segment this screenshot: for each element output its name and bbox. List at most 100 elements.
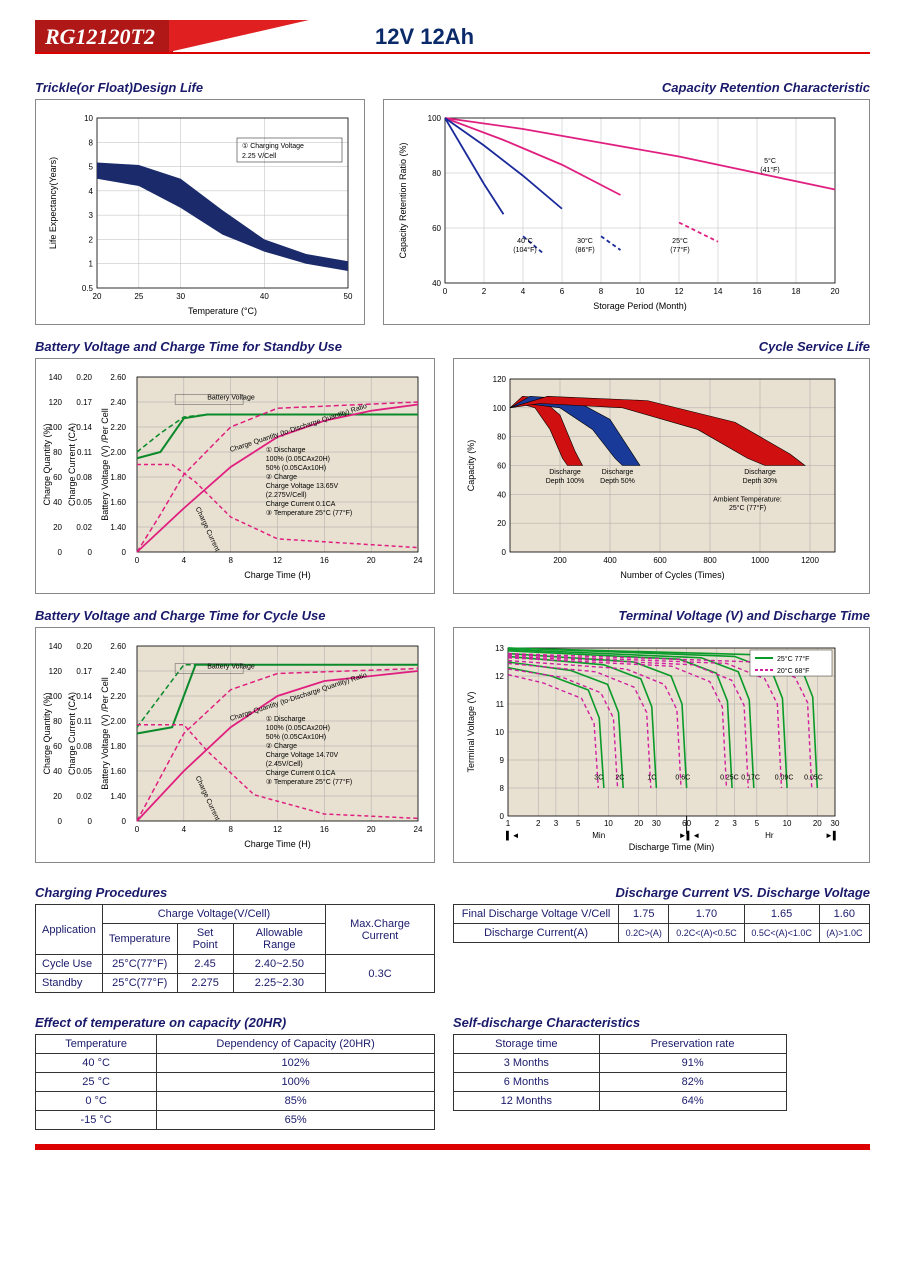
svg-text:0.02: 0.02 [76,792,92,801]
svg-text:Ambient Temperature:: Ambient Temperature: [713,497,782,504]
svg-text:Discharge: Discharge [549,469,581,476]
svg-text:1: 1 [89,260,94,269]
svg-text:0.17C: 0.17C [741,775,760,782]
svg-text:0.6C: 0.6C [675,775,690,782]
svg-text:0.20: 0.20 [76,642,92,651]
svg-text:12: 12 [675,287,684,296]
svg-text:0.17: 0.17 [76,667,92,676]
svg-text:2.60: 2.60 [110,373,126,382]
svg-text:100: 100 [493,404,507,413]
svg-text:Battery Voltage (V) /Per Cell: Battery Voltage (V) /Per Cell [100,408,110,521]
svg-text:① Discharge: ① Discharge [266,446,306,454]
svg-text:50: 50 [344,292,353,301]
svg-text:20: 20 [831,287,840,296]
svg-text:0.08: 0.08 [76,473,92,482]
svg-text:►▌: ►▌ [825,830,839,841]
svg-text:0: 0 [88,817,93,826]
svg-text:4: 4 [89,187,94,196]
svg-text:Min: Min [592,831,605,840]
table-charging: ApplicationCharge Voltage(V/Cell)Max.Cha… [35,904,435,993]
chart-terminal: 08910111213123510203060235102030MinHr3C2… [453,627,870,863]
svg-text:(77°F): (77°F) [670,246,690,254]
svg-text:40°C: 40°C [517,237,533,245]
svg-text:Hr: Hr [765,831,774,840]
svg-text:(86°F): (86°F) [575,246,595,254]
svg-text:Terminal Voltage (V): Terminal Voltage (V) [466,691,476,772]
svg-text:9: 9 [500,756,505,765]
svg-text:5: 5 [755,819,760,828]
svg-text:12: 12 [273,556,282,565]
svg-text:4: 4 [182,556,187,565]
svg-text:0.20: 0.20 [76,373,92,382]
svg-text:30: 30 [652,819,661,828]
svg-text:0.05: 0.05 [76,767,92,776]
footer-rule [35,1144,870,1150]
svg-text:30°C: 30°C [577,237,593,245]
svg-text:80: 80 [497,433,506,442]
svg-text:2.00: 2.00 [110,717,126,726]
svg-text:0.02: 0.02 [76,523,92,532]
svg-text:4: 4 [521,287,526,296]
svg-text:Battery Voltage (V) /Per Cell: Battery Voltage (V) /Per Cell [100,677,110,790]
svg-text:20: 20 [53,523,62,532]
svg-text:5: 5 [576,819,581,828]
chart-retention: 406080100024681012141618205°C(41°F)25°C(… [383,99,870,325]
svg-text:1.60: 1.60 [110,767,126,776]
svg-text:10: 10 [495,728,504,737]
svg-text:2.25 V/Cell: 2.25 V/Cell [242,153,277,160]
svg-text:16: 16 [320,825,329,834]
svg-text:25°C: 25°C [672,237,688,245]
svg-text:1: 1 [506,819,511,828]
chart-cyclecharge: 000200.021.40400.051.60600.081.80800.112… [35,627,435,863]
svg-text:0.11: 0.11 [77,717,93,726]
svg-text:3: 3 [732,819,737,828]
svg-text:10: 10 [84,114,93,123]
svg-text:10: 10 [636,287,645,296]
svg-text:Battery Voltage: Battery Voltage [207,395,255,402]
svg-text:3: 3 [554,819,559,828]
chart-title-cyclecharge: Battery Voltage and Charge Time for Cycl… [35,608,435,623]
svg-text:3: 3 [89,211,94,220]
svg-text:Charge Current 0.1CA: Charge Current 0.1CA [266,770,336,777]
svg-text:600: 600 [653,556,667,565]
svg-text:4: 4 [182,825,187,834]
svg-text:140: 140 [49,373,63,382]
svg-text:0: 0 [443,287,448,296]
svg-text:80: 80 [432,169,441,178]
svg-text:2: 2 [482,287,487,296]
svg-text:25: 25 [134,292,143,301]
svg-text:800: 800 [703,556,717,565]
svg-text:20: 20 [497,519,506,528]
svg-text:0: 0 [135,825,140,834]
svg-text:Charge Quantity (%): Charge Quantity (%) [42,692,52,774]
svg-text:Charge Time (H): Charge Time (H) [244,570,311,580]
svg-text:Discharge: Discharge [602,469,634,476]
svg-text:③ Temperature 25°C (77°F): ③ Temperature 25°C (77°F) [266,509,352,517]
svg-text:30: 30 [831,819,840,828]
chart-trickle: 0.5123458102025304050Temperature (°C)Lif… [35,99,365,325]
svg-text:Temperature (°C): Temperature (°C) [188,306,257,316]
svg-text:20: 20 [634,819,643,828]
svg-text:0: 0 [502,548,507,557]
svg-text:2.20: 2.20 [110,423,126,432]
svg-text:2.00: 2.00 [110,448,126,457]
svg-text:2: 2 [536,819,541,828]
svg-text:5: 5 [89,163,94,172]
svg-text:5°C: 5°C [764,157,776,165]
svg-text:Charge Current (CA): Charge Current (CA) [67,423,77,506]
svg-text:Depth 100%: Depth 100% [546,478,585,485]
chart-title-cyclelife: Cycle Service Life [453,339,870,354]
svg-text:Number of Cycles (Times): Number of Cycles (Times) [620,570,724,580]
svg-text:12: 12 [495,672,504,681]
svg-text:120: 120 [49,667,63,676]
svg-text:② Charge: ② Charge [266,473,297,481]
svg-text:100% (0.05CAx20H): 100% (0.05CAx20H) [266,456,330,463]
svg-text:60: 60 [432,224,441,233]
svg-text:1C: 1C [647,775,656,782]
svg-text:Charge Quantity (%): Charge Quantity (%) [42,423,52,505]
svg-text:1.80: 1.80 [110,742,126,751]
svg-text:(104°F): (104°F) [513,246,536,254]
svg-text:0.17: 0.17 [76,398,92,407]
svg-text:0.08: 0.08 [76,742,92,751]
table-title-dischargev: Discharge Current VS. Discharge Voltage [453,885,870,900]
